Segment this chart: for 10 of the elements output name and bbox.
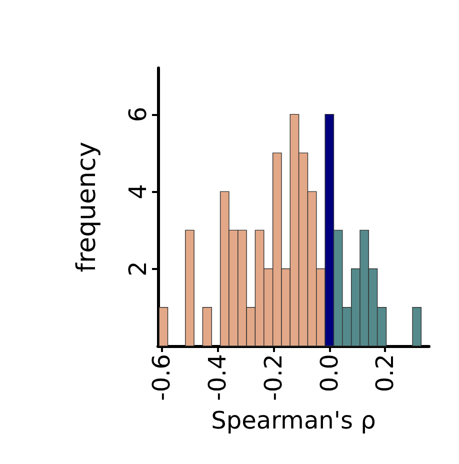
y-tick-label: 6 [124, 106, 152, 122]
x-tick-label: -0.4 [204, 354, 232, 401]
x-tick-label: -0.6 [148, 354, 176, 401]
x-tick-label: 0.0 [315, 354, 344, 392]
y-tick-label: 4 [124, 184, 152, 200]
x-tick-label: -0.2 [259, 354, 288, 401]
x-tick-label: 0.2 [371, 354, 400, 392]
y-axis-title: frequency [72, 142, 102, 272]
x-axis-title: Spearman's ρ [211, 406, 376, 435]
y-tick-label: 2 [124, 261, 152, 276]
